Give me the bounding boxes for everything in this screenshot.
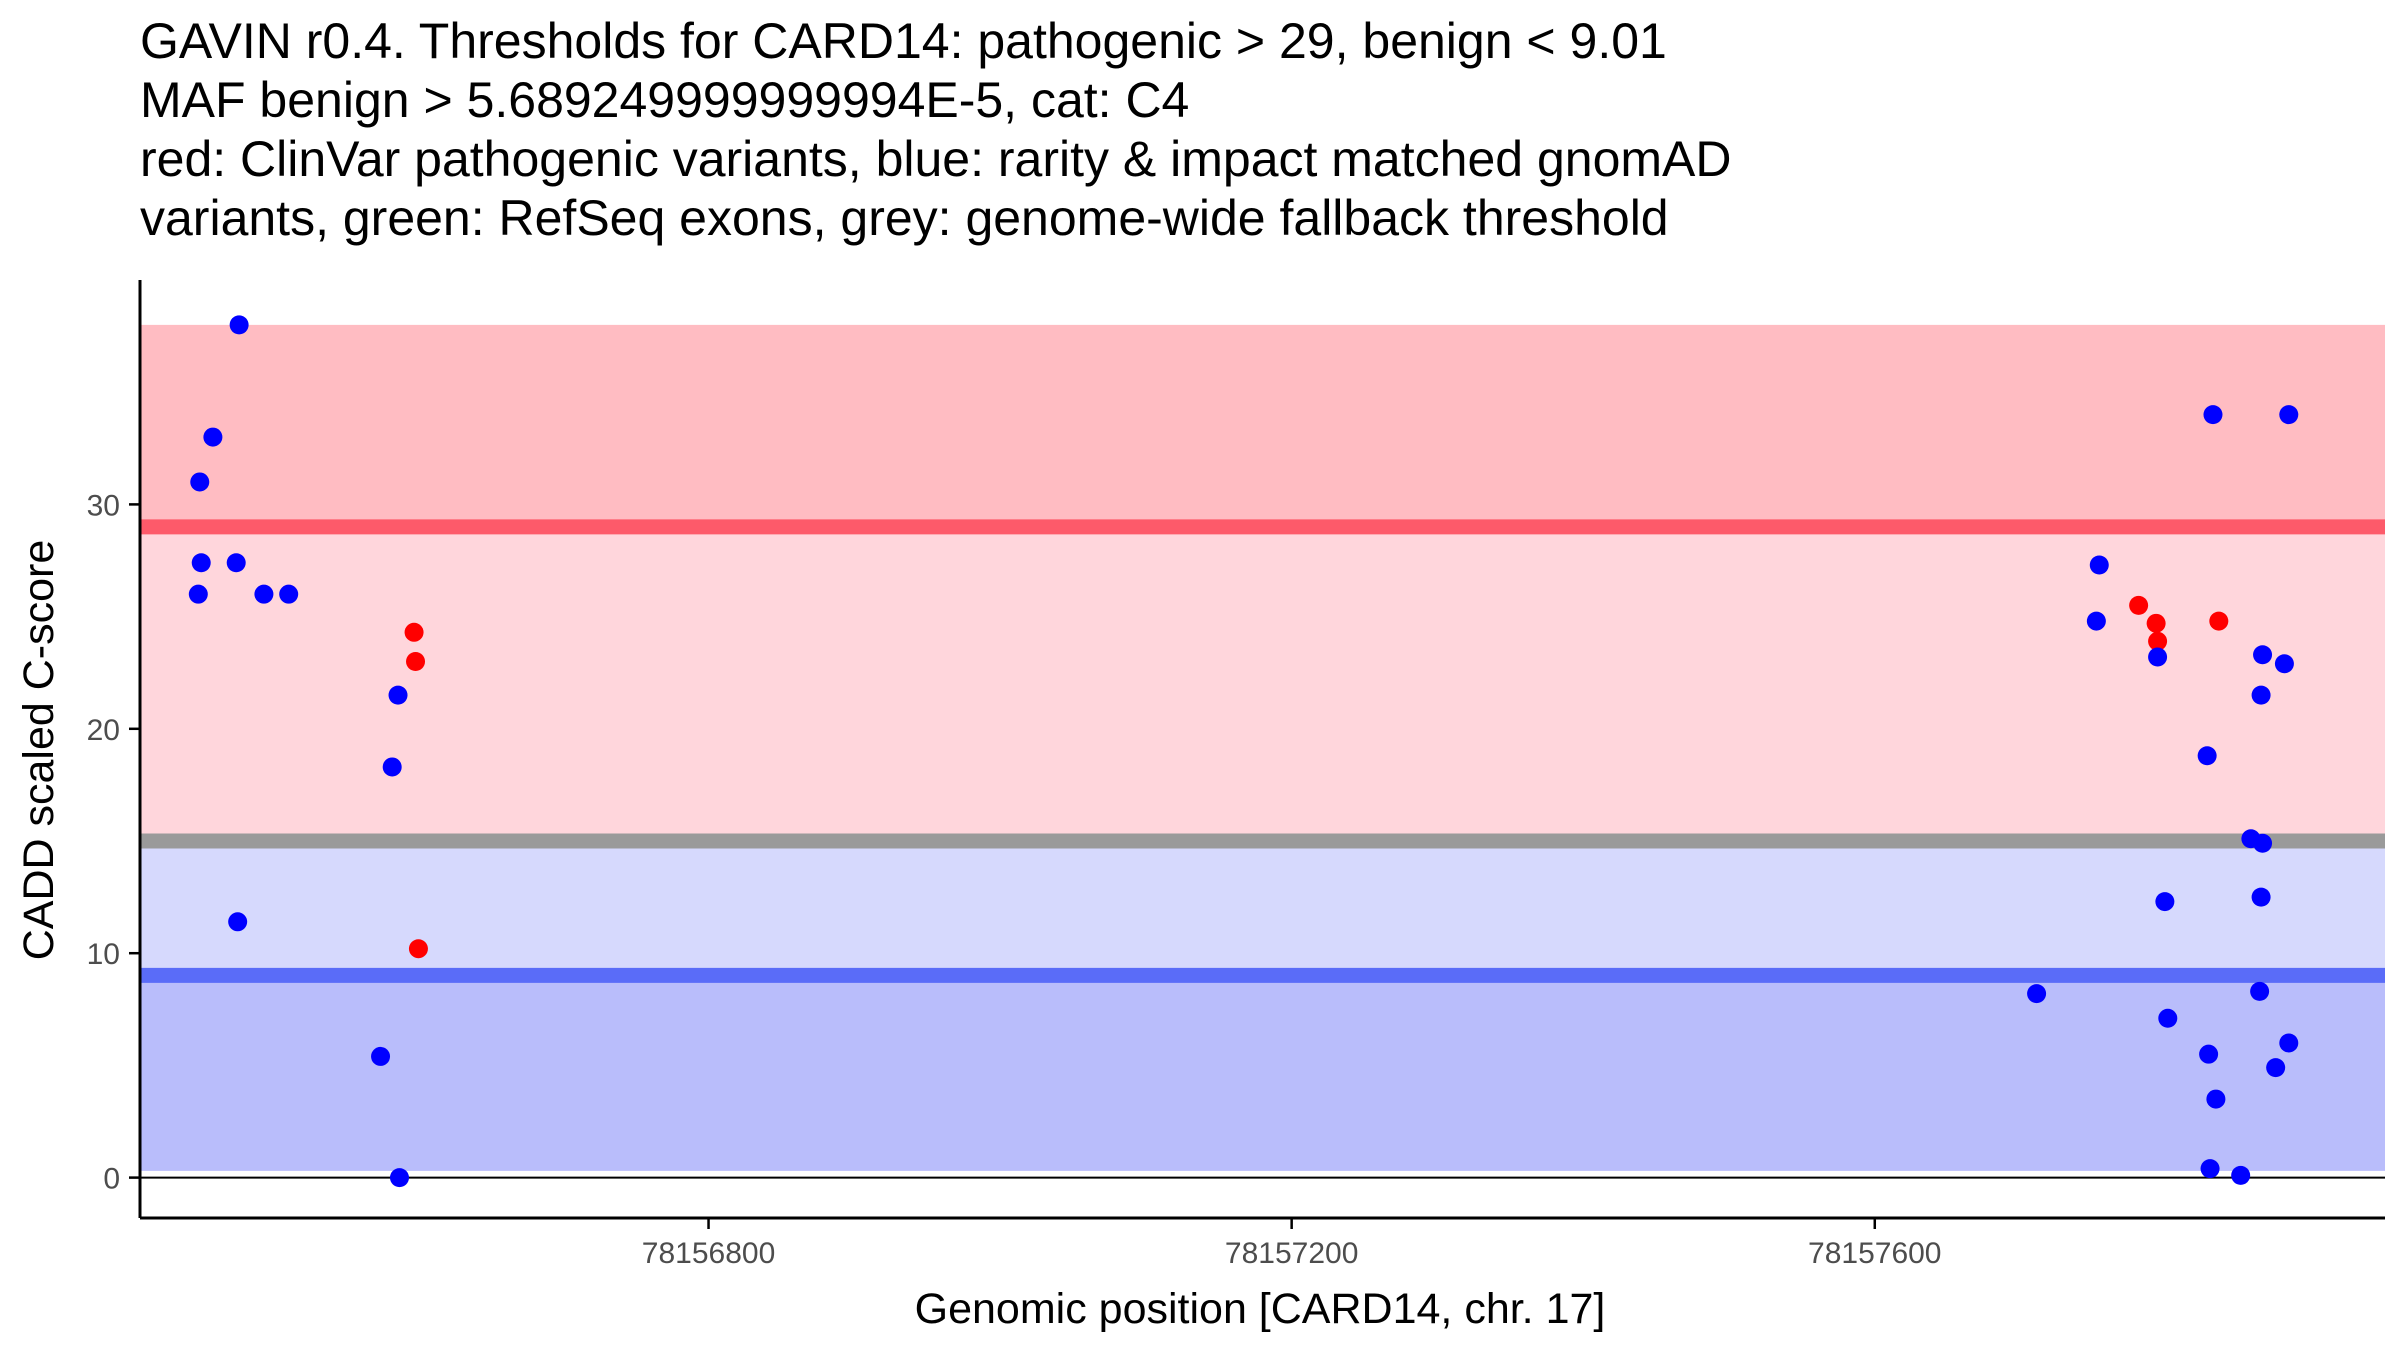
- gnomad-point-21: [2197, 746, 2217, 766]
- gnomad-point-24: [2251, 887, 2271, 907]
- gnomad-point-18: [2253, 645, 2273, 665]
- gnomad-point-25: [2155, 892, 2175, 912]
- gnomad-point-27: [2027, 984, 2047, 1004]
- clinvar-point-1: [406, 651, 426, 671]
- y-tick-label-1: 10: [87, 938, 120, 971]
- clinvar-point-2: [408, 939, 428, 959]
- gnomad-point-34: [2231, 1165, 2251, 1185]
- chart-title-line-4: variants, green: RefSeq exons, grey: gen…: [140, 190, 1669, 246]
- threshold-lines: [140, 519, 2385, 1179]
- x-axis-label: Genomic position [CARD14, chr. 17]: [915, 1285, 1606, 1333]
- gnomad-point-31: [2199, 1044, 2219, 1064]
- benign-high-band: [140, 841, 2385, 976]
- gnomad-point-16: [2203, 405, 2223, 425]
- gnomad-point-2: [190, 472, 210, 492]
- clinvar-point-4: [2146, 613, 2166, 633]
- gnomad-point-6: [254, 584, 274, 604]
- chart-title-line-2: MAF benign > 5.689249999999994E-5, cat: …: [140, 72, 1190, 128]
- clinvar-point-0: [404, 622, 424, 642]
- gnomad-point-9: [382, 757, 402, 777]
- gnomad-point-29: [2279, 1033, 2299, 1053]
- axes: [138, 280, 2385, 1220]
- axis-ticks: 78156800 78157200 78157600 0 10 20 30: [87, 489, 1942, 1270]
- chart-title-line-1: GAVIN r0.4. Thresholds for CARD14: patho…: [140, 13, 1667, 69]
- chart-title-line-3: red: ClinVar pathogenic variants, blue: …: [140, 131, 1732, 187]
- gnomad-point-15: [2148, 647, 2168, 667]
- pathogenic-band: [140, 324, 2385, 527]
- gnomad-point-11: [371, 1046, 391, 1066]
- y-tick-label-0: 0: [103, 1163, 120, 1196]
- y-tick-label-2: 20: [87, 714, 120, 747]
- gnomad-point-19: [2274, 654, 2294, 674]
- gnomad-point-20: [2251, 685, 2271, 705]
- x-tick-label-1: 78157200: [1225, 1237, 1358, 1270]
- x-tick-label-0: 78156800: [642, 1237, 775, 1270]
- x-tick-label-2: 78157600: [1808, 1237, 1941, 1270]
- gnomad-point-8: [388, 685, 408, 705]
- threshold-bands: [140, 324, 2385, 1171]
- gnomad-point-17: [2279, 405, 2299, 425]
- gnomad-point-0: [229, 315, 249, 335]
- gnomad-point-4: [226, 553, 246, 573]
- gnomad-point-33: [2200, 1159, 2220, 1179]
- gnomad-point-32: [2206, 1089, 2226, 1109]
- gnomad-point-13: [2089, 555, 2109, 575]
- y-tick-label-3: 30: [87, 489, 120, 522]
- gnomad-point-7: [279, 584, 299, 604]
- gnomad-point-10: [228, 912, 248, 932]
- benign-low-band: [140, 975, 2385, 1171]
- gnomad-point-28: [2158, 1008, 2178, 1028]
- gnomad-point-12: [389, 1168, 409, 1188]
- gnomad-point-1: [203, 427, 223, 447]
- clinvar-point-6: [2209, 611, 2229, 631]
- gnomad-point-26: [2250, 981, 2270, 1001]
- data-points: [188, 315, 2299, 1188]
- y-axis-label: CADD scaled C-score: [15, 540, 63, 961]
- gnomad-point-30: [2266, 1058, 2286, 1078]
- gnomad-point-3: [191, 553, 211, 573]
- intermediate-band: [140, 526, 2385, 842]
- clinvar-point-3: [2129, 595, 2149, 615]
- gnomad-point-23: [2253, 833, 2273, 853]
- clinvar-point-5: [2148, 631, 2168, 651]
- chart-title: GAVIN r0.4. Thresholds for CARD14: patho…: [140, 12, 2380, 248]
- gnomad-point-14: [2086, 611, 2106, 631]
- gnomad-point-5: [188, 584, 208, 604]
